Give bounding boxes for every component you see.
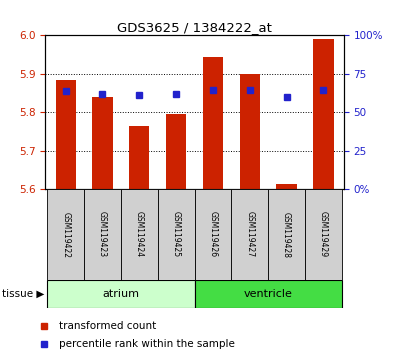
- Bar: [121, 189, 158, 280]
- Text: tissue ▶: tissue ▶: [2, 289, 44, 299]
- Bar: [194, 280, 342, 308]
- Bar: [305, 189, 342, 280]
- Text: GSM119423: GSM119423: [98, 211, 107, 258]
- Text: GSM119426: GSM119426: [209, 211, 217, 258]
- Bar: [129, 126, 149, 189]
- Text: GSM119427: GSM119427: [245, 211, 254, 258]
- Text: GSM119425: GSM119425: [172, 211, 181, 258]
- Text: percentile rank within the sample: percentile rank within the sample: [59, 339, 235, 349]
- Bar: [203, 57, 223, 189]
- Text: atrium: atrium: [102, 289, 139, 299]
- Bar: [231, 189, 268, 280]
- Bar: [240, 74, 260, 189]
- Text: ventricle: ventricle: [244, 289, 293, 299]
- Text: GSM119429: GSM119429: [319, 211, 328, 258]
- Bar: [268, 189, 305, 280]
- Bar: [194, 189, 231, 280]
- Bar: [47, 280, 194, 308]
- Text: transformed count: transformed count: [59, 321, 156, 331]
- Text: GSM119422: GSM119422: [61, 212, 70, 257]
- Bar: [166, 114, 186, 189]
- Bar: [92, 97, 113, 189]
- Text: GSM119424: GSM119424: [135, 211, 144, 258]
- Text: GSM119428: GSM119428: [282, 212, 291, 257]
- Bar: [276, 184, 297, 189]
- Title: GDS3625 / 1384222_at: GDS3625 / 1384222_at: [117, 21, 272, 34]
- Bar: [56, 80, 76, 189]
- Bar: [47, 189, 84, 280]
- Bar: [313, 39, 333, 189]
- Bar: [158, 189, 194, 280]
- Bar: [84, 189, 121, 280]
